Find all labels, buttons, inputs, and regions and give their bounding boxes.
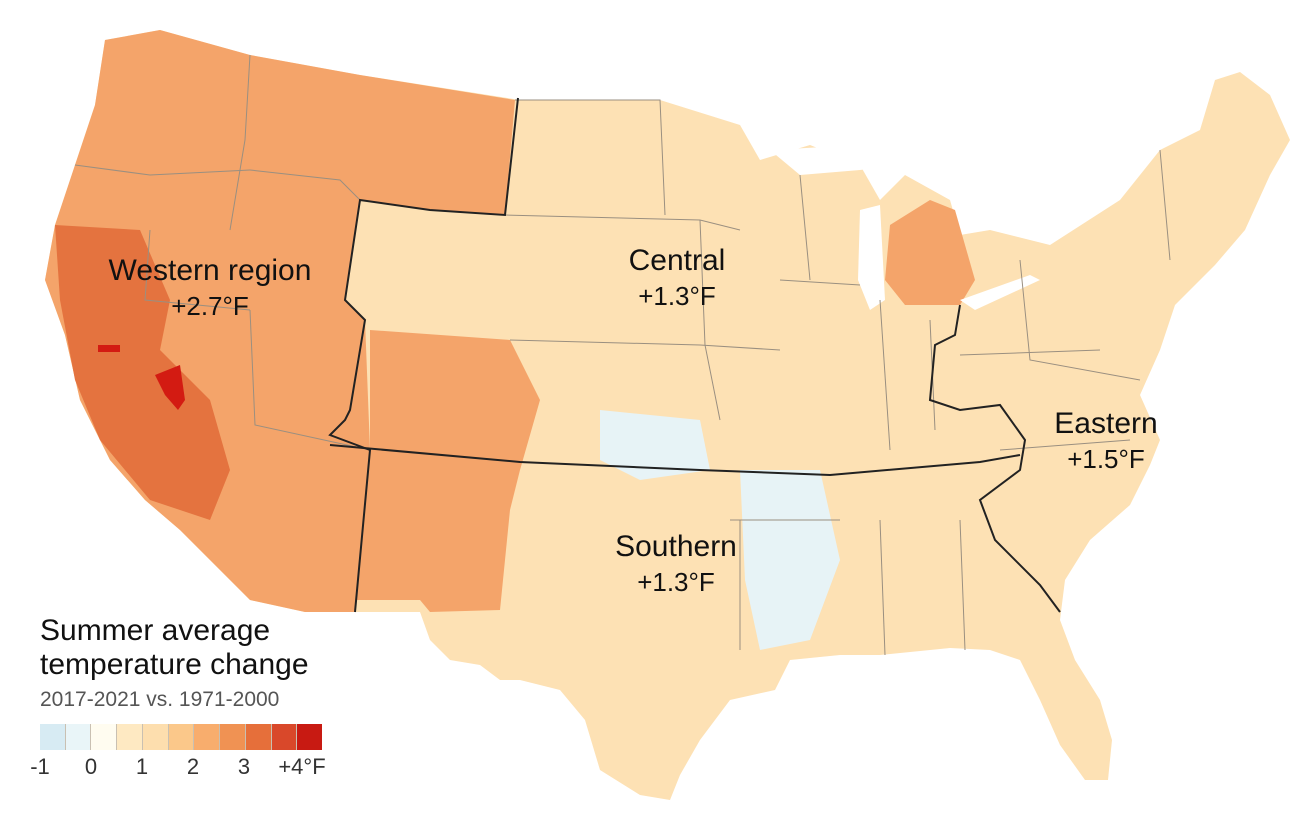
legend-swatch bbox=[64, 724, 91, 750]
legend-swatch bbox=[270, 724, 297, 750]
western-region-value: +2.7°F bbox=[171, 291, 249, 321]
legend-ticks: -1 0 1 2 3 +4°F bbox=[30, 750, 340, 780]
legend-swatch bbox=[167, 724, 194, 750]
legend-swatch bbox=[90, 724, 117, 750]
eastern-region-name: Eastern bbox=[1054, 407, 1158, 440]
lake-superior bbox=[770, 145, 900, 175]
legend-color-scale bbox=[40, 724, 323, 750]
central-region-value: +1.3°F bbox=[638, 281, 716, 311]
legend-title-line2: temperature change bbox=[40, 648, 309, 681]
legend-swatch bbox=[141, 724, 168, 750]
legend: Summer average temperature change 2017-2… bbox=[30, 614, 380, 780]
legend-swatch bbox=[116, 724, 142, 750]
legend-swatch bbox=[296, 724, 323, 750]
region-borders bbox=[328, 97, 1061, 613]
southern-region-name: Southern bbox=[615, 530, 737, 563]
legend-subtitle: 2017-2021 vs. 1971-2000 bbox=[40, 688, 280, 711]
lake-erie bbox=[960, 275, 1040, 310]
michigan-shade bbox=[885, 200, 975, 305]
legend-tick-label: 0 bbox=[84, 754, 98, 779]
western-region-name: Western region bbox=[108, 254, 312, 287]
legend-tick-label: 2 bbox=[186, 754, 200, 779]
legend-tick-label: -1 bbox=[30, 754, 50, 779]
california-hot-shade bbox=[55, 225, 230, 520]
legend-tick-label: 1 bbox=[135, 754, 149, 779]
legend-swatch bbox=[40, 724, 65, 750]
eastern-region-value: +1.5°F bbox=[1067, 444, 1145, 474]
four-corners-shade bbox=[355, 330, 540, 612]
legend-title-line1: Summer average bbox=[40, 614, 271, 647]
eastern-region-label: Eastern +1.5°F bbox=[1006, 406, 1206, 476]
southern-region-label: Southern +1.3°F bbox=[576, 529, 776, 599]
legend-swatch bbox=[193, 724, 220, 750]
legend-tick-label: 3 bbox=[237, 754, 251, 779]
lake-michigan bbox=[858, 205, 885, 310]
central-region-label: Central +1.3°F bbox=[577, 243, 777, 313]
central-region-name: Central bbox=[628, 244, 726, 277]
kansas-cool-patch bbox=[600, 410, 710, 480]
nevada-hotspot bbox=[155, 365, 185, 410]
sierra-hotspot bbox=[98, 345, 120, 352]
western-region-label: Western region +2.7°F bbox=[60, 253, 360, 323]
legend-swatch bbox=[219, 724, 245, 750]
southern-region-value: +1.3°F bbox=[637, 567, 715, 597]
legend-swatch bbox=[244, 724, 271, 750]
arkansas-cool-patch bbox=[740, 470, 840, 650]
legend-tick-label: +4°F bbox=[278, 754, 326, 779]
